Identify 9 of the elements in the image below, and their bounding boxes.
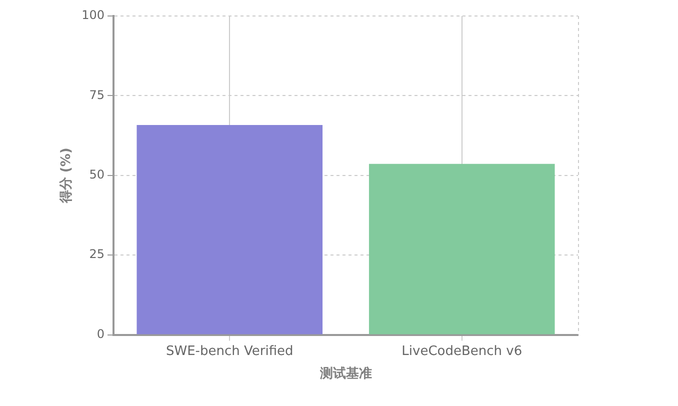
y-tick-label: 100: [82, 8, 105, 22]
y-tick-label: 75: [89, 88, 105, 102]
y-tick-label: 25: [89, 247, 105, 262]
x-tick-label: LiveCodeBench v6: [402, 344, 522, 359]
y-tick-label: 50: [89, 168, 105, 182]
x-axis-title: 测试基准: [318, 366, 372, 382]
y-tick-label: 0: [96, 326, 105, 341]
y-axis-title: 得分 (%): [59, 148, 74, 204]
x-tick-label: SWE-bench Verified: [166, 344, 294, 359]
